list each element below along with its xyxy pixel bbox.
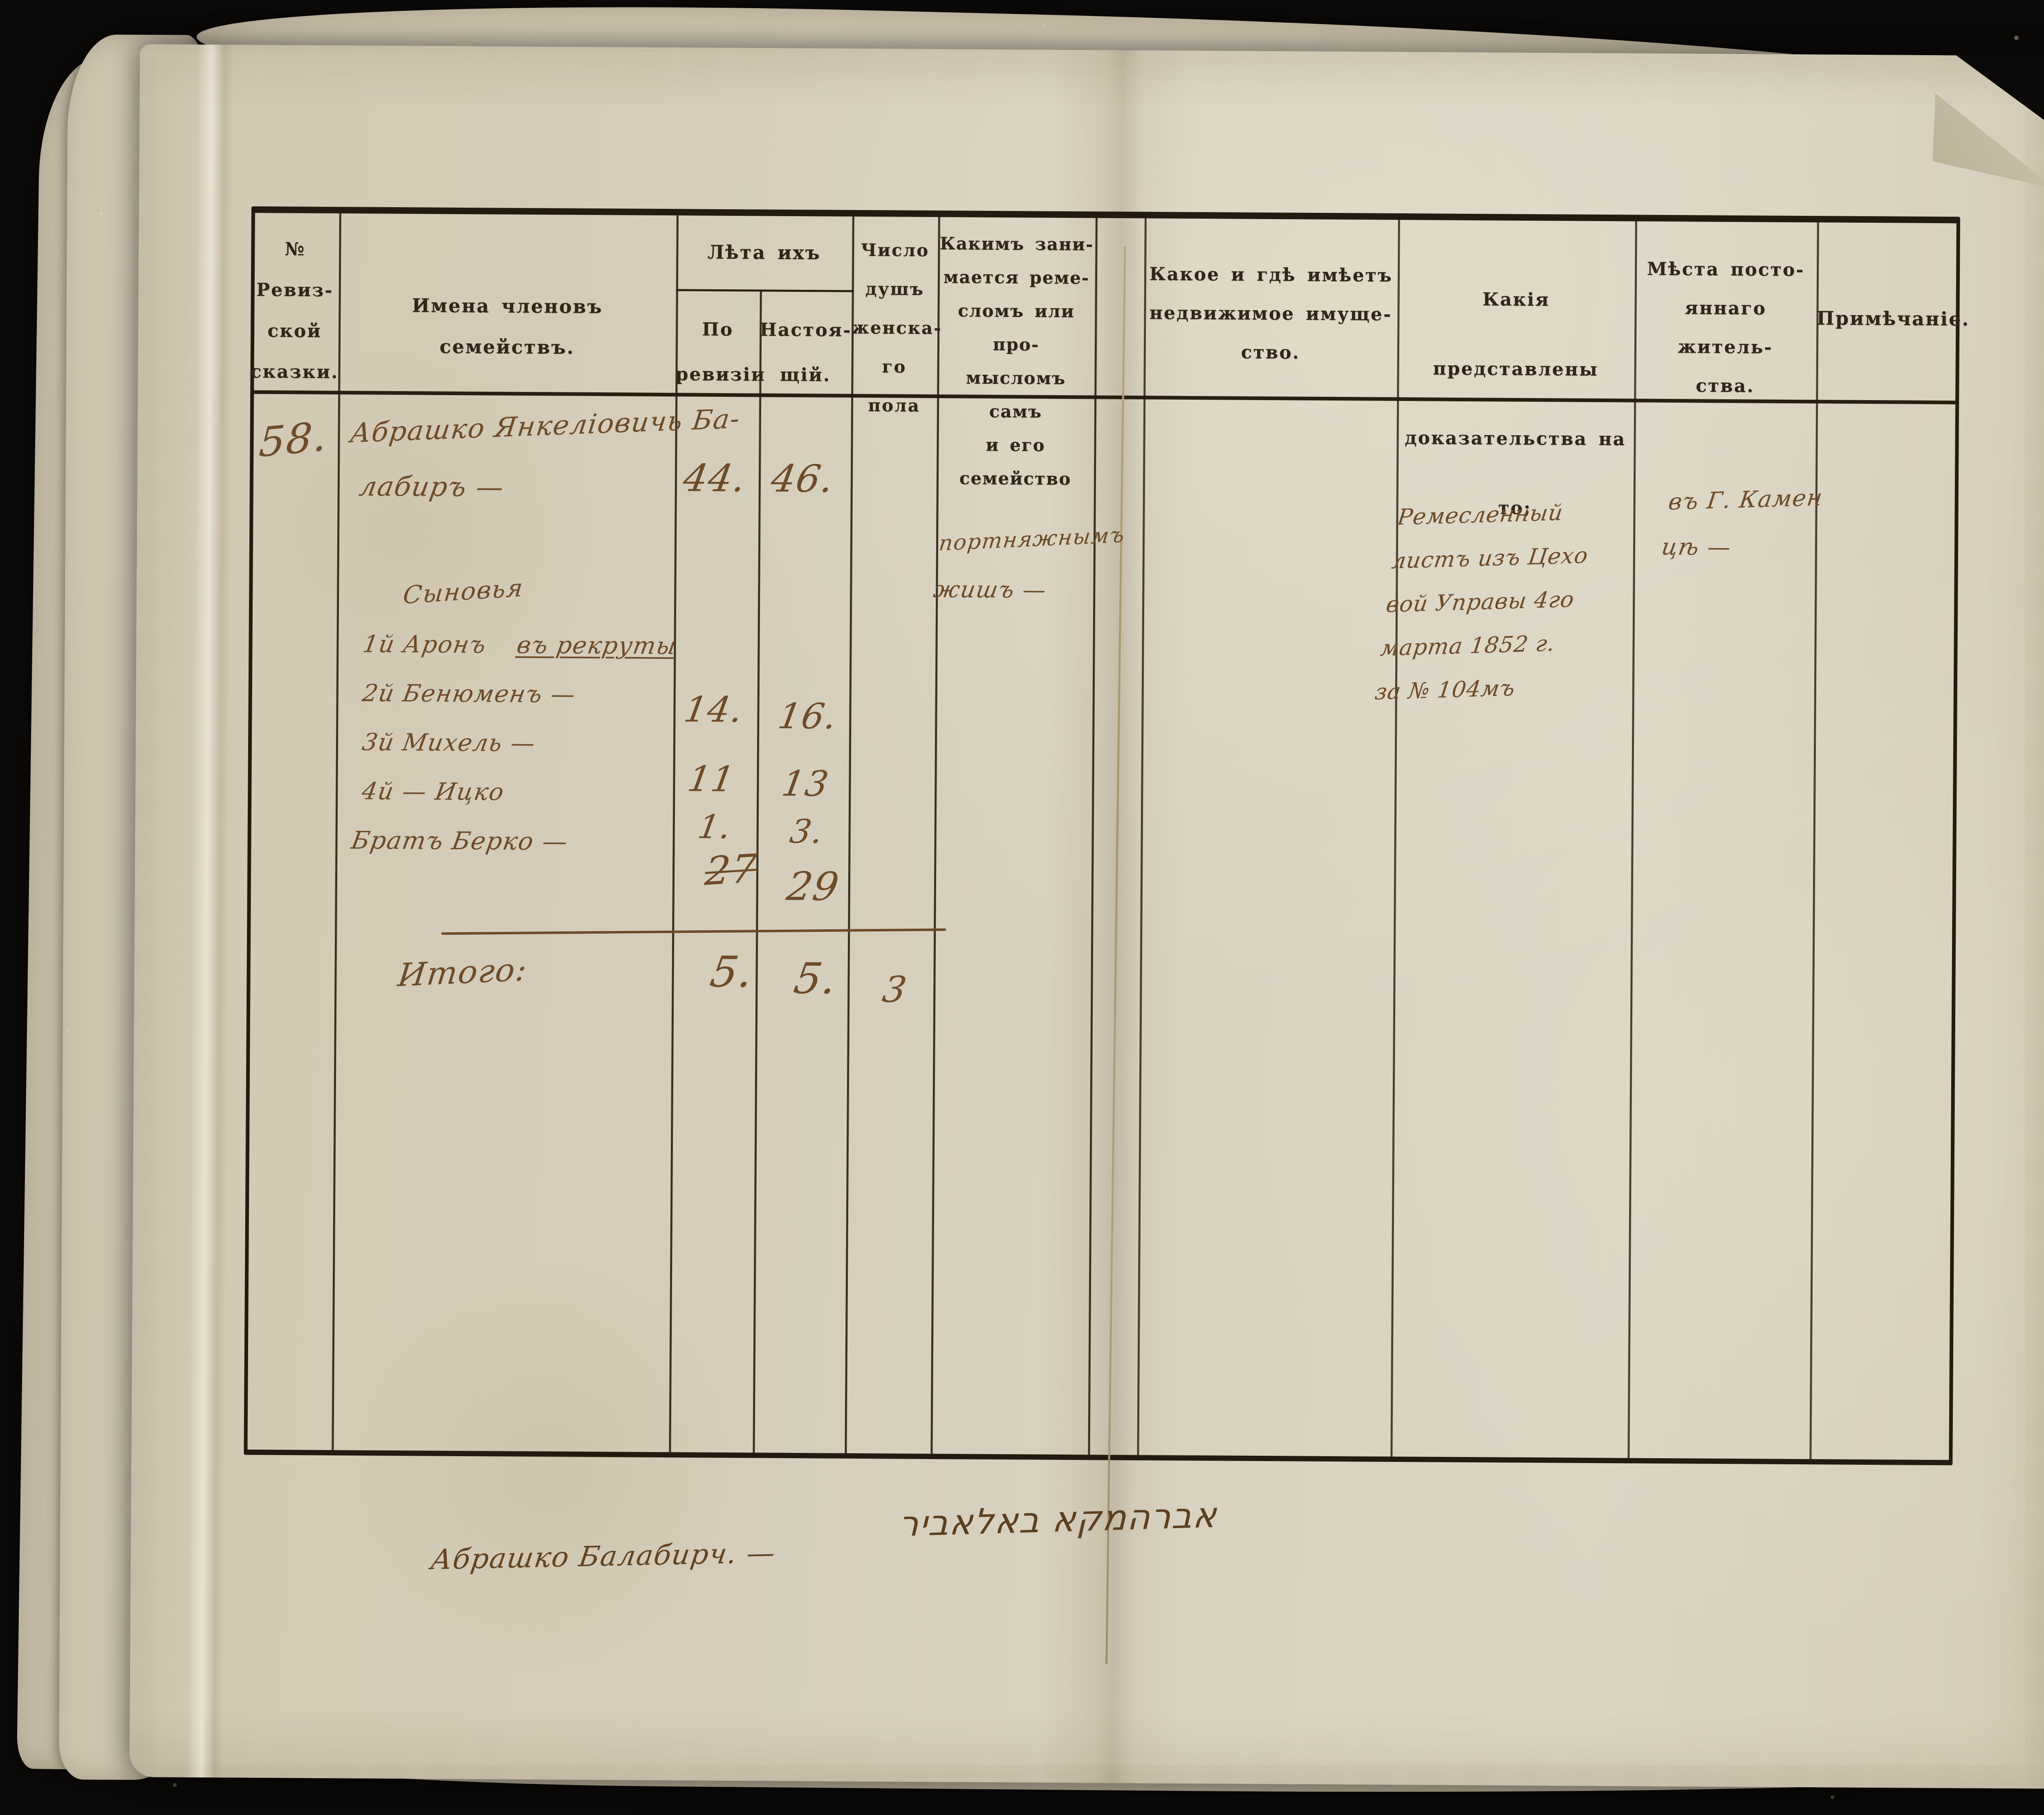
member-4-age-prev: 1.	[695, 808, 735, 846]
member-2-age-prev: 14.	[681, 689, 746, 731]
member-3-age-current: 13	[779, 763, 832, 805]
head-age-per-revision: 44.	[680, 456, 750, 501]
header-ages-per-revision: По ревизіи	[675, 319, 766, 385]
header-revision-number: № Ревиз- ской сказки.	[250, 239, 339, 383]
left-fold-highlight	[186, 45, 234, 1778]
evidence-line: листъ изъ Цехо	[1390, 542, 1590, 574]
header-family-names: Имена членовъ семействъ.	[412, 294, 603, 358]
member-recruit-note: въ рекруты	[515, 631, 679, 660]
member-row-4: 4й — Ицко	[360, 777, 507, 806]
occupation-line-2: жишъ —	[931, 576, 1049, 604]
member-4-age-current: 3.	[787, 812, 827, 851]
header-residence: Мѣста посто- яннаго житель- ства.	[1647, 258, 1805, 397]
totals-label: Итого:	[396, 951, 529, 994]
head-name-line-2: лабиръ —	[357, 470, 507, 503]
signature-russian: Абрашко Балабирч. —	[429, 1537, 778, 1576]
member-5-age-prev: 27	[703, 845, 760, 895]
member-3-age-prev: 11	[685, 759, 738, 800]
header-ages-group: Лѣта ихъ	[707, 241, 821, 264]
header-occupation: Какимъ зани- мается реме- сломъ или про-…	[939, 233, 1094, 489]
evidence-line: марта 1852 г.	[1379, 630, 1557, 661]
revision-list-page: № Ревиз- ской сказки. Имена членовъ семе…	[129, 44, 2044, 1789]
member-row-1: 1й Аронъ въ рекруты	[361, 630, 679, 660]
member-row-5: Братъ Берко —	[349, 826, 571, 856]
member-5-age-current: 29	[783, 863, 843, 910]
evidence-line: вой Управы 4го	[1385, 586, 1576, 618]
header-female-souls: Число душъ женска- го пола	[852, 239, 942, 416]
header-ages-current: Настоя- щій.	[760, 319, 852, 386]
total-male-current: 5.	[790, 953, 841, 1004]
evidence-line: Ремесленный	[1396, 499, 1565, 530]
residence-line-2: цѣ —	[1659, 533, 1734, 561]
header-note: Примѣчаніе.	[1816, 307, 1970, 330]
evidence-entry: Ремесленный листъ изъ Цехо вой Управы 4г…	[1372, 490, 1596, 714]
total-male-prev: 5.	[706, 947, 758, 997]
record-number: 58.	[257, 412, 329, 467]
header-property: Какое и гдѣ имѣетъ недвижимое имуще- ств…	[1149, 264, 1393, 363]
dust-specks	[0, 0, 2, 2]
evidence-line: за № 104мъ	[1373, 675, 1517, 705]
member-row-3: 3й Михель —	[360, 728, 538, 757]
head-age-current: 46.	[768, 457, 838, 501]
member-row-2: 2й Бенюменъ —	[360, 679, 578, 708]
residence-line-1: въ Г. Камен	[1667, 484, 1825, 515]
member-name: 1й Аронъ	[361, 630, 489, 659]
member-2-age-current: 16.	[775, 696, 840, 737]
